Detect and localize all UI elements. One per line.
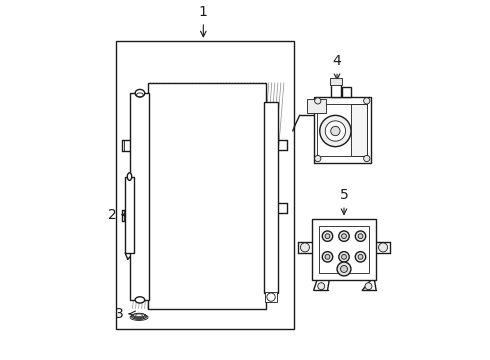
Text: 5: 5 xyxy=(340,188,348,202)
Bar xyxy=(351,104,367,156)
Bar xyxy=(314,97,371,163)
Text: 1: 1 xyxy=(199,5,208,18)
Circle shape xyxy=(364,156,370,162)
Circle shape xyxy=(320,116,351,147)
Circle shape xyxy=(339,231,349,241)
Circle shape xyxy=(364,98,370,104)
Ellipse shape xyxy=(135,89,145,97)
Bar xyxy=(265,292,277,302)
Circle shape xyxy=(342,255,346,259)
Circle shape xyxy=(379,243,388,252)
Bar xyxy=(130,93,149,300)
Bar xyxy=(317,104,368,156)
Circle shape xyxy=(355,231,366,241)
Ellipse shape xyxy=(130,314,148,320)
Bar xyxy=(264,102,278,293)
Bar xyxy=(307,99,326,113)
Circle shape xyxy=(315,98,321,104)
Text: 2: 2 xyxy=(108,208,117,222)
Circle shape xyxy=(318,283,325,290)
Ellipse shape xyxy=(131,314,147,319)
Circle shape xyxy=(325,234,330,239)
Circle shape xyxy=(358,234,363,239)
Bar xyxy=(330,78,342,85)
Circle shape xyxy=(339,252,349,262)
Circle shape xyxy=(358,255,363,259)
Circle shape xyxy=(342,234,346,239)
Text: 3: 3 xyxy=(115,307,124,321)
Circle shape xyxy=(365,283,372,290)
Bar xyxy=(342,87,351,97)
Circle shape xyxy=(315,156,321,162)
Bar xyxy=(148,83,266,309)
Circle shape xyxy=(325,255,330,259)
Text: 4: 4 xyxy=(333,54,342,68)
Circle shape xyxy=(355,252,366,262)
Bar xyxy=(312,219,376,280)
Circle shape xyxy=(322,252,333,262)
Circle shape xyxy=(337,262,351,276)
Bar xyxy=(319,226,369,273)
Bar xyxy=(148,83,266,309)
Circle shape xyxy=(341,266,347,273)
Ellipse shape xyxy=(133,313,145,317)
Ellipse shape xyxy=(132,314,146,318)
Circle shape xyxy=(325,121,345,141)
Ellipse shape xyxy=(127,173,132,180)
Bar xyxy=(331,84,341,97)
Circle shape xyxy=(267,293,275,301)
Bar xyxy=(117,41,294,329)
Circle shape xyxy=(300,243,310,252)
Bar xyxy=(125,177,134,253)
Ellipse shape xyxy=(135,297,145,303)
Circle shape xyxy=(331,126,340,136)
Circle shape xyxy=(322,231,333,241)
